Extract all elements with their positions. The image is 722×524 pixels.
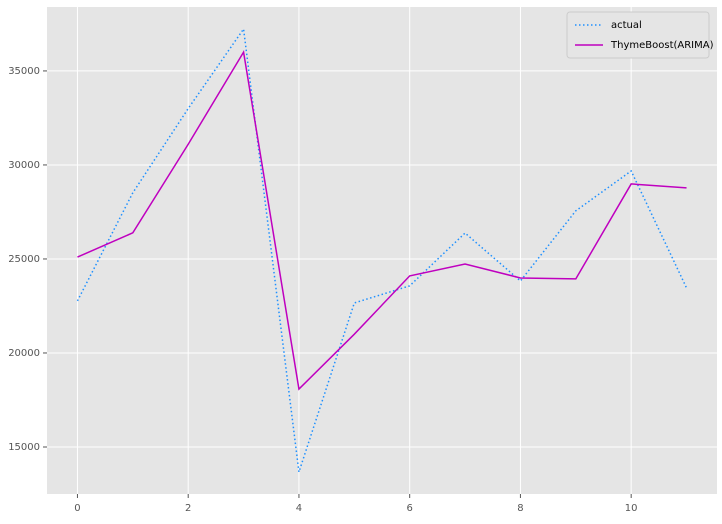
y-tick-label: 30000 (8, 160, 40, 171)
x-tick-label: 8 (517, 503, 523, 514)
x-tick-label: 10 (625, 503, 638, 514)
y-tick-label: 20000 (8, 348, 40, 359)
x-tick-label: 4 (296, 503, 302, 514)
legend-box (566, 11, 710, 59)
y-tick-label: 35000 (8, 66, 40, 77)
x-tick-label: 6 (406, 503, 412, 514)
y-tick-label: 25000 (8, 254, 40, 265)
x-tick-label: 2 (185, 503, 191, 514)
series-line (77, 49, 687, 391)
x-tick-label: 0 (74, 503, 80, 514)
legend-label: actual (611, 20, 642, 31)
series-line (76, 26, 688, 473)
plot-area (47, 7, 717, 494)
legend-label: ThymeBoost(ARIMA) (610, 40, 714, 51)
y-tick-label: 15000 (8, 442, 40, 453)
